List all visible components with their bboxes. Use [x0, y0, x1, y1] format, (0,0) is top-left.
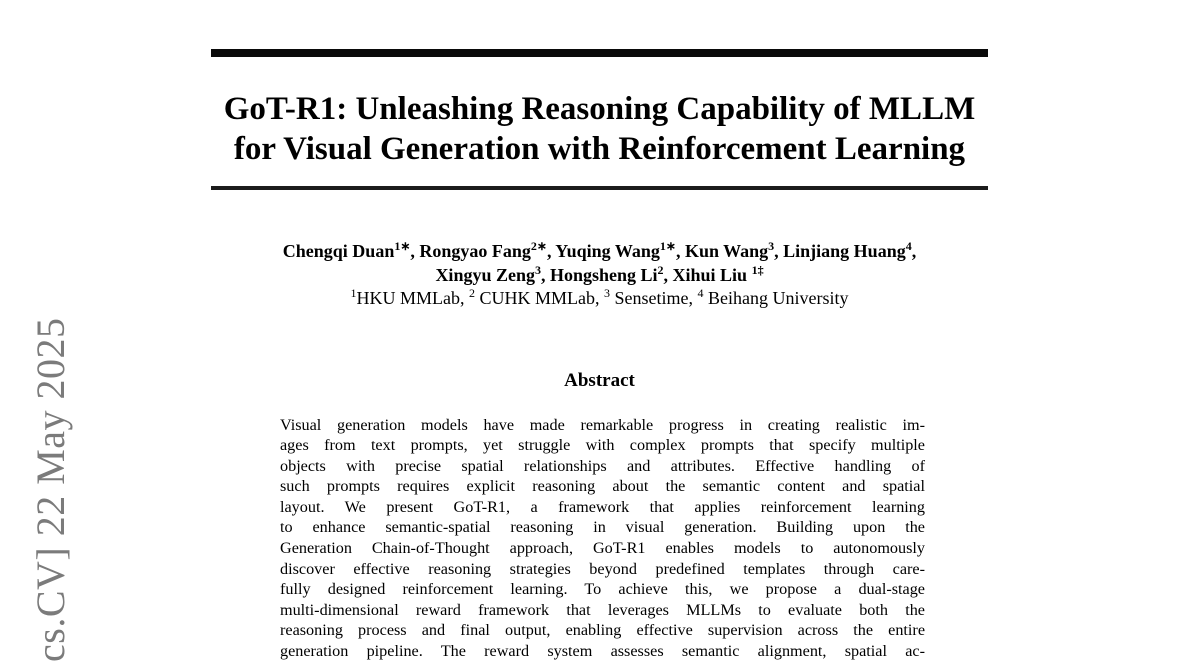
abstract-body: Visual generation models have made remar…: [280, 415, 925, 662]
abstract-line: multi-dimensional reward framework that …: [280, 600, 925, 619]
abstract-heading: Abstract: [564, 369, 635, 391]
paper-page: GoT-R1: Unleashing Reasoning Capability …: [211, 0, 988, 662]
authors-line-1: Chengqi Duan1∗, Rongyao Fang2∗, Yuqing W…: [282, 239, 917, 261]
abstract-line: reasoning process and final output, enab…: [280, 621, 925, 640]
affiliations-line: 1HKU MMLab, 2 CUHK MMLab, 3 Sensetime, 4…: [350, 286, 849, 308]
paper-title-line2: for Visual Generation with Reinforcement…: [233, 131, 966, 167]
abstract-line: discover effective reasoning strategies …: [280, 559, 925, 578]
abstract-line: to enhance semantic-spatial reasoning in…: [280, 518, 925, 537]
arxiv-stamp: cs.CV] 22 May 2025: [28, 317, 73, 662]
title-rule-bottom: [211, 186, 988, 190]
abstract-line: such prompts requires explicit reasoning…: [280, 477, 925, 496]
paper-title-line1: GoT-R1: Unleashing Reasoning Capability …: [223, 91, 976, 127]
authors-line-2: Xingyu Zeng3, Hongsheng Li2, Xihui Liu 1…: [435, 262, 764, 285]
abstract-line: layout. We present GoT-R1, a framework t…: [280, 497, 925, 516]
abstract-line: fully designed reinforcement learning. T…: [280, 580, 925, 599]
abstract-section: Abstract Visual generation models have m…: [211, 369, 988, 662]
title-rule-top: [211, 49, 988, 57]
abstract-line: generation pipeline. The reward system a…: [280, 642, 925, 661]
author-block: Chengqi Duan1∗, Rongyao Fang2∗, Yuqing W…: [211, 240, 988, 311]
abstract-line: objects with precise spatial relationshi…: [280, 456, 925, 475]
abstract-line: ages from text prompts, yet struggle wit…: [280, 436, 925, 455]
paper-title: GoT-R1: Unleashing Reasoning Capability …: [211, 89, 988, 169]
abstract-line: Generation Chain-of-Thought approach, Go…: [280, 539, 925, 558]
abstract-line: Visual generation models have made remar…: [280, 415, 925, 434]
